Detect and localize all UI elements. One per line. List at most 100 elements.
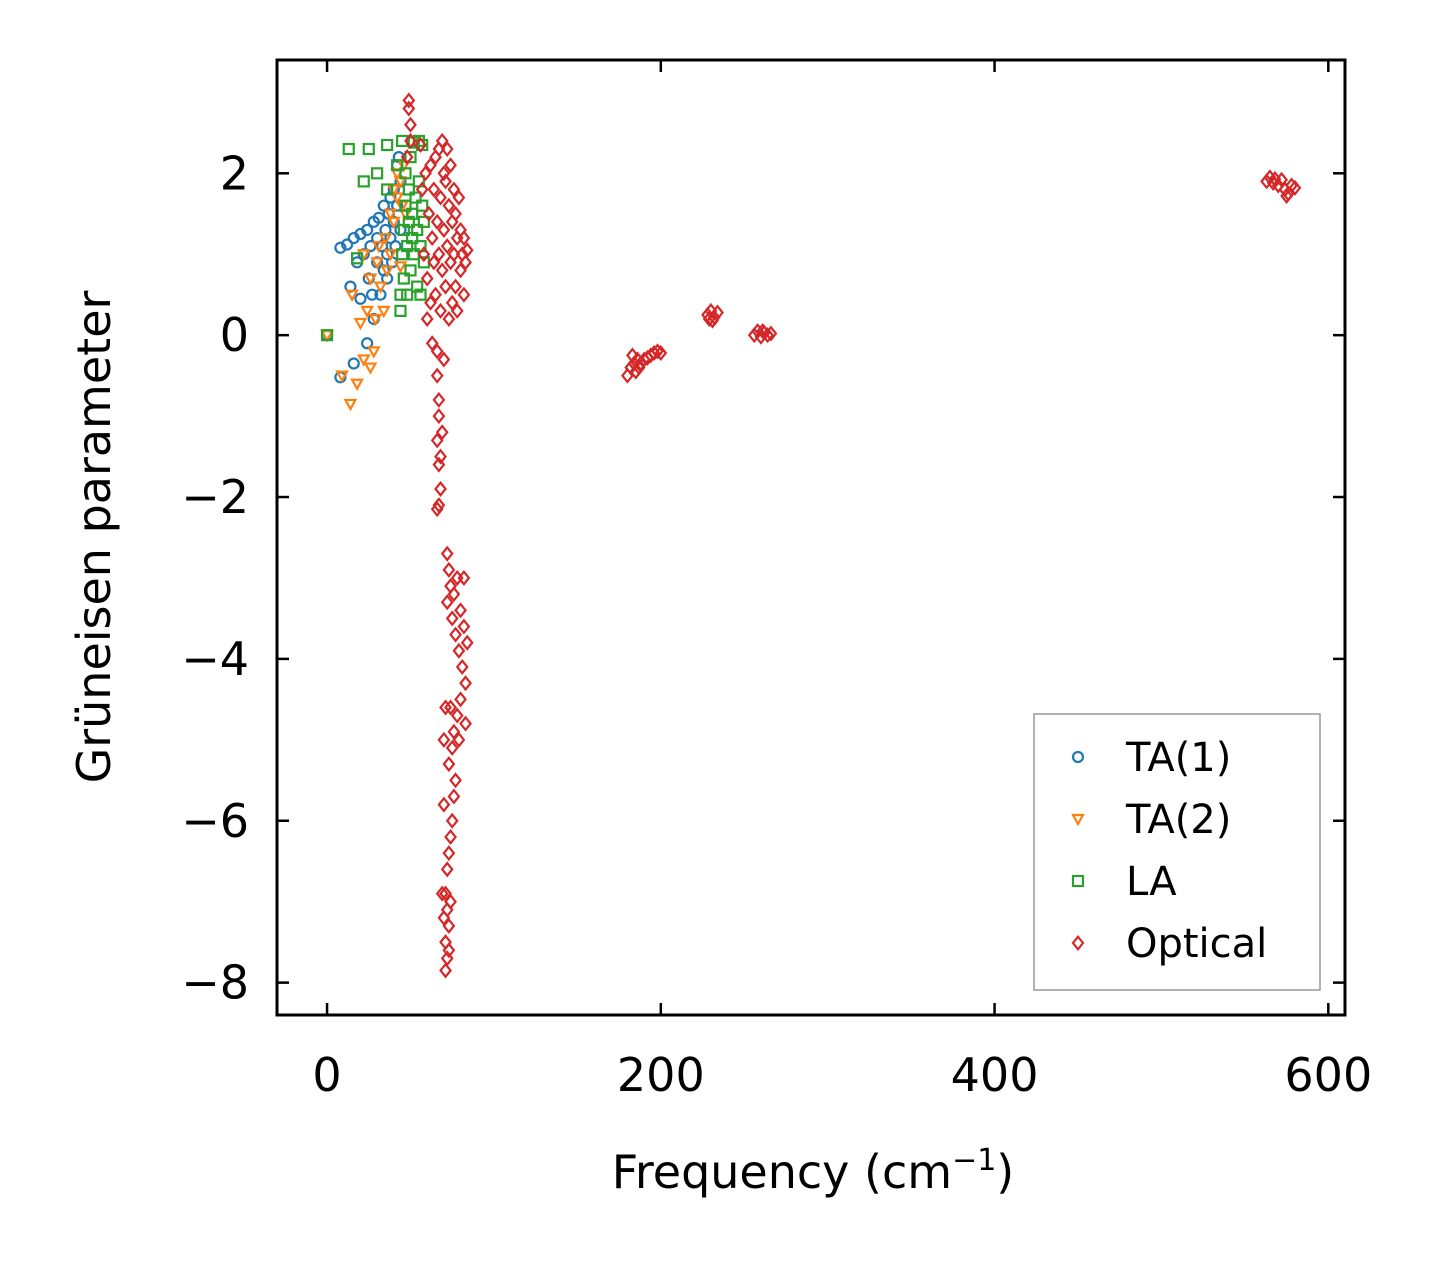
point-optical	[439, 173, 452, 190]
point-optical	[434, 189, 447, 206]
point-optical	[452, 642, 466, 659]
legend-marker-ta1	[1071, 750, 1085, 764]
data-points-layer	[320, 92, 1302, 979]
point-la	[381, 138, 394, 152]
point-optical	[429, 286, 442, 303]
x-tick-label: 0	[312, 1048, 341, 1102]
point-optical	[420, 270, 434, 287]
point-optical	[442, 756, 456, 773]
point-optical	[452, 189, 466, 206]
point-ta1	[366, 288, 379, 301]
point-optical	[632, 359, 646, 376]
point-optical	[626, 347, 639, 364]
point-ta2	[380, 265, 395, 278]
x-axis-label-superscript: −1	[952, 1143, 996, 1178]
point-la	[404, 264, 417, 277]
point-la	[401, 288, 414, 301]
point-optical	[430, 343, 444, 360]
point-ta1	[347, 357, 360, 370]
point-ta1	[372, 211, 385, 224]
ticks-layer: 0 200 400 600 2 0 −2 −4 −6 −8	[181, 60, 1372, 1102]
point-optical	[447, 181, 461, 198]
point-optical	[434, 302, 447, 319]
point-optical	[452, 731, 466, 748]
point-la	[409, 191, 422, 204]
point-la	[416, 199, 429, 212]
point-optical	[439, 962, 452, 979]
point-optical	[442, 310, 456, 327]
point-optical	[400, 149, 414, 166]
point-ta2	[363, 273, 378, 286]
point-optical	[444, 157, 457, 174]
point-optical	[402, 100, 416, 117]
point-optical	[432, 246, 446, 263]
point-la	[402, 183, 415, 196]
point-ta2	[390, 192, 405, 205]
legend-label-ta1: TA(1)	[1125, 735, 1231, 781]
point-la	[381, 183, 394, 196]
point-optical	[460, 242, 474, 259]
point-ta2	[353, 317, 368, 331]
point-optical	[424, 157, 437, 174]
point-la	[397, 272, 410, 285]
point-optical	[435, 885, 449, 902]
point-ta2	[335, 370, 349, 383]
point-optical	[711, 304, 724, 321]
point-optical	[427, 254, 441, 271]
point-la	[411, 280, 424, 293]
point-ta2	[350, 378, 364, 391]
y-tick-label: 2	[220, 146, 249, 200]
x-tick-label: 200	[617, 1048, 705, 1102]
y-tick-label: −4	[181, 632, 249, 686]
point-optical	[459, 675, 472, 692]
point-optical	[629, 363, 643, 380]
point-optical	[435, 424, 449, 441]
point-optical	[432, 408, 446, 425]
point-optical	[444, 828, 457, 845]
point-optical	[445, 739, 459, 756]
point-optical	[442, 197, 456, 214]
x-tick-label: 600	[1284, 1048, 1372, 1102]
point-la	[371, 167, 384, 180]
point-optical	[440, 238, 454, 255]
point-ta2	[370, 257, 384, 270]
point-ta2	[363, 362, 378, 375]
point-optical	[459, 254, 472, 271]
point-optical	[756, 323, 770, 340]
point-optical	[444, 699, 457, 716]
point-ta2	[383, 208, 398, 222]
point-optical	[654, 344, 668, 361]
point-la	[406, 207, 419, 220]
point-la	[396, 134, 409, 148]
point-optical	[442, 942, 456, 959]
point-optical	[445, 294, 459, 311]
point-la	[417, 215, 430, 228]
point-optical	[457, 230, 471, 247]
point-la	[320, 329, 334, 342]
point-optical	[440, 594, 454, 611]
point-optical	[457, 286, 471, 303]
point-optical	[702, 310, 716, 327]
legend-label-optical: Optical	[1126, 921, 1267, 967]
legend-items: TA(1) TA(2) LA Optical	[1071, 735, 1267, 967]
point-optical	[432, 391, 446, 408]
point-optical	[454, 691, 467, 708]
y-tick-label: 0	[220, 308, 249, 362]
x-axis-label-main: Frequency (cm	[612, 1145, 952, 1199]
point-optical	[430, 501, 444, 518]
plot-frame	[275, 58, 1347, 1017]
point-optical	[624, 359, 638, 376]
point-la	[342, 142, 355, 156]
point-la	[404, 151, 417, 164]
point-optical	[761, 327, 775, 344]
point-optical	[430, 432, 444, 449]
point-optical	[432, 497, 446, 514]
point-optical	[440, 545, 454, 562]
point-ta2	[386, 216, 401, 230]
point-optical	[447, 723, 461, 740]
point-optical	[419, 165, 432, 182]
point-optical	[417, 246, 431, 263]
x-tick-label: 400	[951, 1048, 1039, 1102]
point-optical	[457, 618, 471, 635]
